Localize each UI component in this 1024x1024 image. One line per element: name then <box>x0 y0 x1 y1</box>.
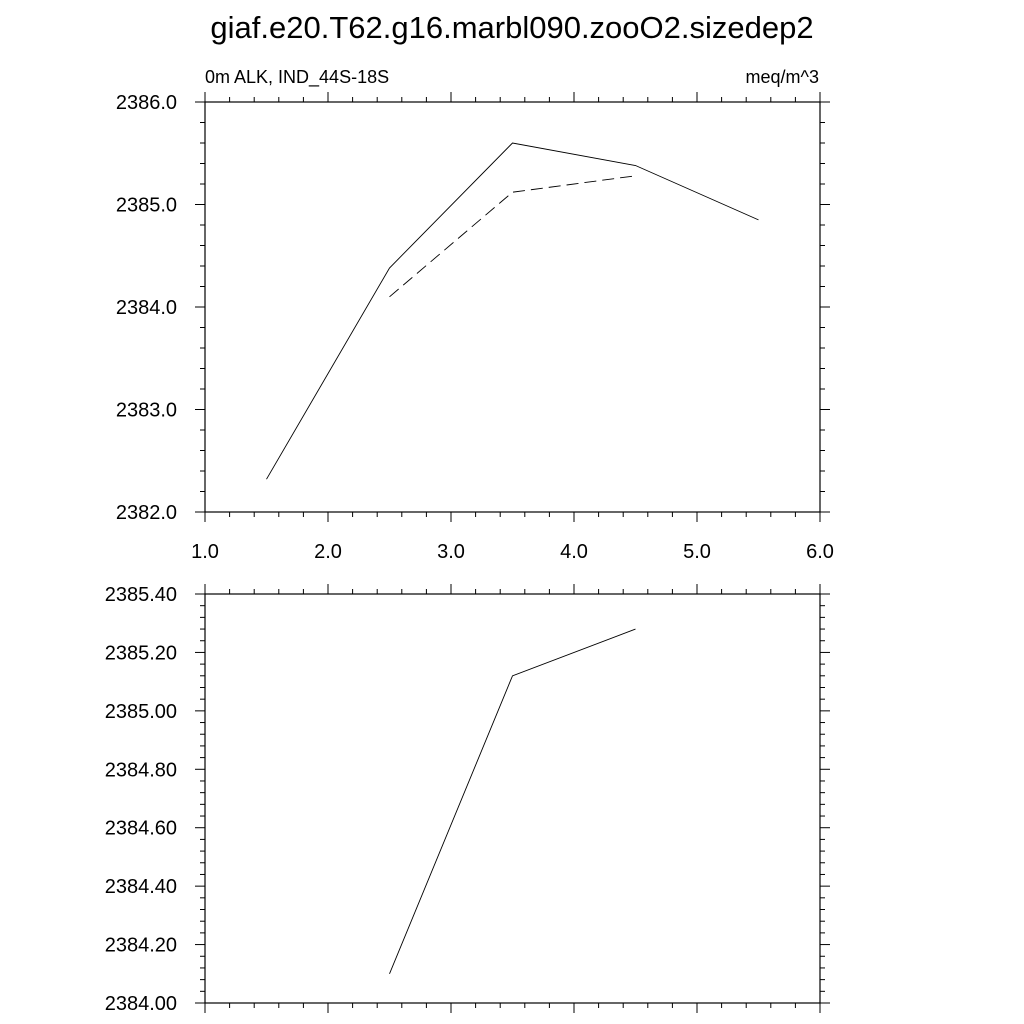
y-tick-label: 2384.0 <box>116 297 177 319</box>
chart-title: giaf.e20.T62.g16.marbl090.zooO2.sizedep2 <box>210 10 813 45</box>
plot-frame <box>204 101 821 513</box>
y-tick-label: 2385.40 <box>105 584 177 606</box>
panel-1-left-label: 0m ALK, IND_44S-18S <box>205 67 389 88</box>
series-line-1 <box>389 628 636 974</box>
y-tick-label: 2383.0 <box>116 400 177 422</box>
y-tick-label: 2384.60 <box>105 818 177 840</box>
series-line-1 <box>266 142 759 480</box>
y-tick-label: 2382.0 <box>116 502 177 524</box>
plot-panels: 1.0 2.0 3.0 4.0 5.0 6.0 2382.0 2383.0 2384.0 2385… <box>105 92 834 1015</box>
y-tick-label: 2385.0 <box>116 195 177 217</box>
panel-1-right-label: meq/m^3 <box>746 67 819 87</box>
x-tick-label: 6.0 <box>806 541 834 563</box>
panel-2: 2384.00 2384.20 2384.40 2384.60 2384.80 2385.… <box>105 584 830 1015</box>
y-tick-label: 2385.20 <box>105 642 177 664</box>
y-tick-label: 2384.80 <box>105 759 177 781</box>
x-tick-label: 1.0 <box>191 541 219 563</box>
series-line-2 <box>389 175 636 298</box>
y-tick-label: 2384.20 <box>105 935 177 957</box>
x-tick-label: 4.0 <box>560 541 588 563</box>
y-tick-label: 2384.40 <box>105 876 177 898</box>
x-tick-label: 5.0 <box>683 541 711 563</box>
y-tick-label: 2384.00 <box>105 993 177 1015</box>
y-tick-label: 2386.0 <box>116 92 177 114</box>
plot-frame <box>204 593 821 1004</box>
y-tick-label: 2385.00 <box>105 701 177 723</box>
x-tick-label: 2.0 <box>314 541 342 563</box>
x-tick-label: 3.0 <box>437 541 465 563</box>
panel-1: 1.0 2.0 3.0 4.0 5.0 6.0 2382.0 2383.0 2384.0 2385… <box>116 92 834 563</box>
